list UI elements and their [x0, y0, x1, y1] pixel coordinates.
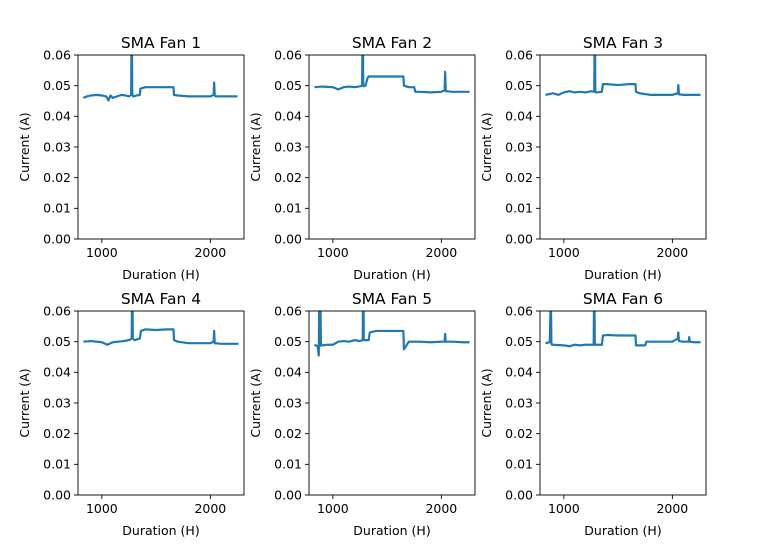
y-axis-label: Current (A) [248, 112, 263, 181]
y-tick-label: 0.02 [43, 426, 71, 441]
y-tick-label: 0.06 [43, 303, 71, 318]
x-tick-label: 2000 [425, 501, 457, 516]
y-tick-label: 0.05 [43, 334, 71, 349]
y-tick-label: 0.02 [274, 170, 302, 185]
y-tick-label: 0.01 [43, 201, 71, 216]
y-tick-label: 0.00 [505, 231, 533, 246]
x-axis-label: Duration (H) [353, 523, 430, 538]
y-tick-label: 0.04 [43, 365, 71, 380]
y-tick-label: 0.03 [505, 139, 533, 154]
y-tick-label: 0.02 [274, 426, 302, 441]
y-axis-label: Current (A) [17, 112, 32, 181]
y-tick-label: 0.01 [43, 457, 71, 472]
y-tick-label: 0.00 [43, 487, 71, 502]
y-tick-label: 0.06 [274, 303, 302, 318]
x-tick-label: 1000 [86, 245, 118, 260]
subplot-fan-4: 0.00 0.01 0.02 0.03 0.04 0.05 0.06 1000 2000 SMA … [17, 290, 245, 538]
y-tick-label: 0.03 [274, 395, 302, 410]
y-tick-label: 0.05 [274, 334, 302, 349]
y-tick-label: 0.02 [43, 170, 71, 185]
y-tick-label: 0.04 [274, 365, 302, 380]
y-tick-label: 0.03 [505, 395, 533, 410]
series-line [545, 55, 701, 96]
y-tick-label: 0.05 [274, 78, 302, 93]
y-tick-label: 0.03 [274, 139, 302, 154]
subplot-fan-6: 0.00 0.01 0.02 0.03 0.04 0.05 0.06 1000 2000 SMA … [479, 290, 707, 538]
subplot-fan-1: 0.00 0.01 0.02 0.03 0.04 0.05 0.06 1000 2000 SMA … [17, 34, 245, 282]
y-tick-label: 0.05 [43, 78, 71, 93]
x-axis-label: Duration (H) [122, 523, 199, 538]
y-tick-label: 0.00 [274, 487, 302, 502]
x-axis-label: Duration (H) [122, 267, 199, 282]
x-axis-label: Duration (H) [353, 267, 430, 282]
series-line [313, 311, 470, 357]
subplot-title: SMA Fan 4 [121, 290, 201, 308]
subplot-title: SMA Fan 1 [121, 34, 201, 52]
y-tick-label: 0.04 [274, 109, 302, 124]
y-axis-label: Current (A) [17, 368, 32, 437]
y-tick-label: 0.03 [43, 395, 71, 410]
x-axis-label: Duration (H) [584, 267, 661, 282]
x-tick-label: 1000 [548, 245, 580, 260]
x-tick-label: 1000 [86, 501, 118, 516]
subplot-title: SMA Fan 5 [352, 290, 432, 308]
series-line [83, 311, 239, 346]
y-tick-label: 0.05 [505, 334, 533, 349]
y-tick-label: 0.01 [505, 201, 533, 216]
x-axis-label: Duration (H) [584, 523, 661, 538]
y-tick-label: 0.06 [43, 47, 71, 62]
x-tick-label: 2000 [656, 245, 688, 260]
x-tick-label: 1000 [548, 501, 580, 516]
y-axis-label: Current (A) [248, 368, 263, 437]
y-tick-label: 0.04 [505, 109, 533, 124]
y-axis-label: Current (A) [479, 112, 494, 181]
y-tick-label: 0.00 [505, 487, 533, 502]
y-tick-label: 0.00 [43, 231, 71, 246]
subplot-fan-3: 0.00 0.01 0.02 0.03 0.04 0.05 0.06 1000 2000 SMA … [479, 34, 707, 282]
y-tick-label: 0.00 [274, 231, 302, 246]
y-tick-label: 0.01 [274, 457, 302, 472]
x-tick-label: 1000 [317, 245, 349, 260]
y-tick-label: 0.04 [505, 365, 533, 380]
y-tick-label: 0.06 [505, 303, 533, 318]
x-tick-label: 1000 [317, 501, 349, 516]
x-tick-label: 2000 [425, 245, 457, 260]
y-tick-label: 0.04 [43, 109, 71, 124]
y-tick-label: 0.01 [274, 201, 302, 216]
y-tick-label: 0.02 [505, 426, 533, 441]
y-tick-label: 0.05 [505, 78, 533, 93]
y-tick-label: 0.01 [505, 457, 533, 472]
subplot-fan-5: 0.00 0.01 0.02 0.03 0.04 0.05 0.06 1000 2000 SMA … [248, 290, 476, 538]
y-tick-label: 0.06 [274, 47, 302, 62]
subplot-title: SMA Fan 6 [583, 290, 663, 308]
subplot-title: SMA Fan 2 [352, 34, 432, 52]
series-line [82, 55, 238, 102]
y-tick-label: 0.02 [505, 170, 533, 185]
x-tick-label: 2000 [194, 501, 226, 516]
y-tick-label: 0.06 [505, 47, 533, 62]
series-line [314, 55, 470, 94]
x-tick-label: 2000 [194, 245, 226, 260]
series-line [545, 311, 701, 348]
y-tick-label: 0.03 [43, 139, 71, 154]
x-tick-label: 2000 [656, 501, 688, 516]
subplot-title: SMA Fan 3 [583, 34, 663, 52]
y-axis-label: Current (A) [479, 368, 494, 437]
subplot-fan-2: 0.00 0.01 0.02 0.03 0.04 0.05 0.06 1000 2000 SMA … [248, 34, 476, 282]
